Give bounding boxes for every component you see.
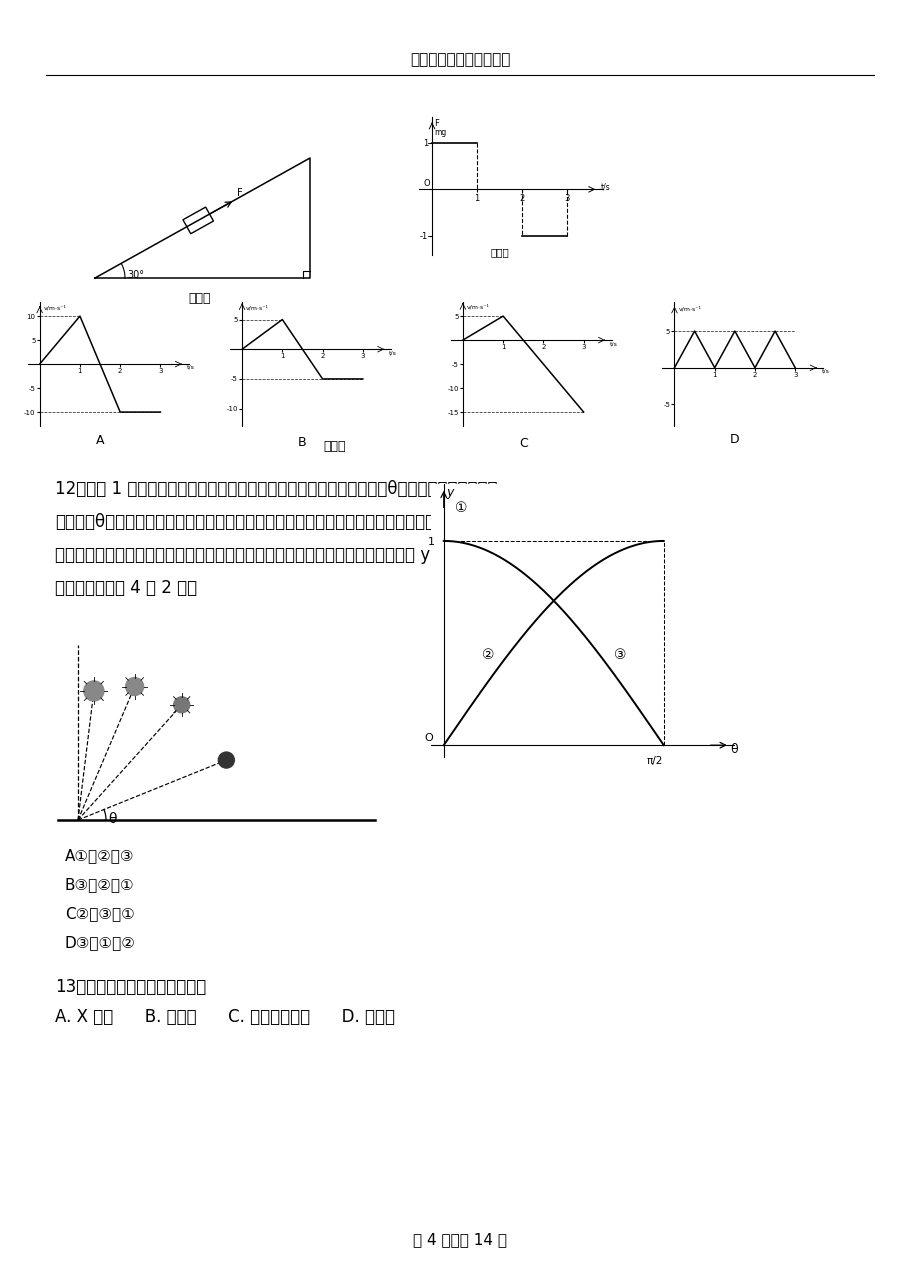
- Text: 第 4 页，共 14 页: 第 4 页，共 14 页: [413, 1232, 506, 1248]
- Circle shape: [218, 752, 234, 768]
- Text: 12．题图 1 为伽利略研究自由落体运动实验的示意图，让小球由倾角为θ的光滑斜面滑下，然后: 12．题图 1 为伽利略研究自由落体运动实验的示意图，让小球由倾角为θ的光滑斜面…: [55, 480, 497, 498]
- Text: v/m·s⁻¹: v/m·s⁻¹: [246, 304, 269, 311]
- Text: ③: ③: [613, 648, 625, 662]
- Text: F: F: [434, 120, 438, 129]
- Text: t/s: t/s: [600, 182, 609, 191]
- Text: 13．下列各项中属于电磁波的是: 13．下列各项中属于电磁波的是: [55, 978, 206, 995]
- Text: π/2: π/2: [646, 756, 663, 765]
- Text: ②: ②: [481, 648, 494, 662]
- Text: D③、①和②: D③、①和②: [65, 934, 136, 950]
- Text: 30°: 30°: [127, 270, 144, 280]
- Circle shape: [174, 696, 189, 713]
- Text: （乙）: （乙）: [490, 248, 508, 257]
- Text: θ: θ: [729, 743, 737, 756]
- Text: t/s: t/s: [389, 350, 396, 355]
- Text: F: F: [236, 188, 243, 197]
- Text: t/s: t/s: [821, 368, 828, 373]
- Circle shape: [126, 677, 143, 695]
- Text: （甲）: （甲）: [188, 292, 211, 306]
- Text: 1: 1: [427, 537, 435, 547]
- Text: C: C: [518, 437, 528, 449]
- Text: v/m·s⁻¹: v/m·s⁻¹: [467, 304, 489, 309]
- Text: 高考模式考试试卷解析版: 高考模式考试试卷解析版: [409, 52, 510, 67]
- Text: O: O: [424, 733, 432, 743]
- Text: A①、②和③: A①、②和③: [65, 848, 134, 863]
- Text: C②、③和①: C②、③和①: [65, 906, 134, 920]
- Text: y: y: [447, 486, 454, 499]
- Text: 验可知，小球对斜面的压力、小球运动的加速度和重力加速度与各自最大値的比値 y 随θ变化的: 验可知，小球对斜面的压力、小球运动的加速度和重力加速度与各自最大値的比値 y 随…: [55, 546, 485, 564]
- Text: B③、②和①: B③、②和①: [65, 877, 134, 892]
- Text: O: O: [423, 178, 429, 187]
- Text: v/m·s⁻¹: v/m·s⁻¹: [678, 306, 701, 311]
- Text: mg: mg: [434, 127, 446, 136]
- Text: θ: θ: [108, 812, 117, 826]
- Text: B: B: [298, 435, 306, 448]
- Text: D: D: [730, 434, 739, 447]
- Text: v/m·s⁻¹: v/m·s⁻¹: [44, 306, 67, 311]
- Text: 在不同的θ角条件下进行多次实验，最后推理出自由落体运动是一种匀加速直线运动。分析该实: 在不同的θ角条件下进行多次实验，最后推理出自由落体运动是一种匀加速直线运动。分析…: [55, 513, 474, 531]
- Text: t/s: t/s: [609, 342, 617, 348]
- Text: A. X 射线      B. 引力波      C. 湖面上的水波      D. 可见光: A. X 射线 B. 引力波 C. 湖面上的水波 D. 可见光: [55, 1008, 394, 1026]
- Text: A: A: [96, 434, 104, 447]
- Text: ①: ①: [455, 502, 467, 516]
- Text: t/s: t/s: [187, 364, 194, 369]
- Circle shape: [84, 681, 104, 701]
- Text: （丙）: （丙）: [323, 440, 346, 453]
- Text: 图像分别对应题 4 图 2 中的: 图像分别对应题 4 图 2 中的: [55, 579, 197, 597]
